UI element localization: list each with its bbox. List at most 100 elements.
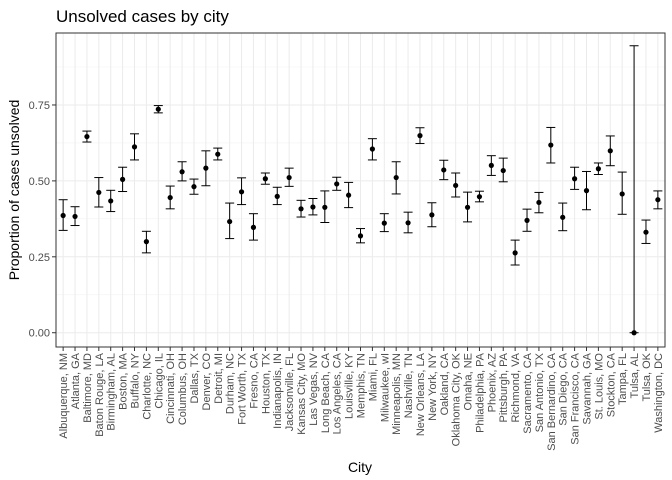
- x-tick-label: Las Vegas, NV: [308, 352, 320, 425]
- x-tick-label: Fresno, CA: [248, 352, 260, 408]
- y-tick-label: 0.00: [29, 328, 50, 340]
- data-point: [631, 330, 637, 336]
- x-tick-label: Tulsa, AL: [629, 353, 641, 398]
- x-tick-label: Omaha, NE: [463, 353, 475, 410]
- x-tick-label: Atlanta, GA: [70, 352, 82, 409]
- data-point: [464, 204, 471, 210]
- x-tick-label: San Bernardino, CA: [546, 352, 558, 450]
- x-tick-label: Cincinnati, OH: [165, 353, 177, 424]
- x-tick-label: Kansas City, MO: [296, 353, 308, 435]
- x-tick-label: Baltimore, MD: [82, 353, 94, 423]
- data-point: [572, 176, 578, 182]
- x-tick-label: New Orleans, LA: [415, 352, 427, 436]
- x-tick-label: Memphis, TN: [356, 353, 368, 418]
- data-point: [488, 162, 494, 169]
- data-point: [72, 213, 78, 220]
- data-point: [84, 133, 90, 140]
- data-point: [405, 220, 411, 226]
- data-point: [453, 182, 459, 189]
- x-tick-label: Houston, TX: [260, 352, 272, 414]
- data-point: [334, 181, 340, 187]
- data-point: [155, 106, 161, 112]
- data-point: [262, 176, 268, 182]
- x-tick-label: Columbus, OH: [177, 353, 189, 425]
- y-tick-label: 0.25: [29, 252, 50, 264]
- data-point: [655, 197, 661, 203]
- data-point: [548, 142, 554, 148]
- data-point: [417, 133, 423, 139]
- data-point: [357, 233, 364, 239]
- x-axis-title: City: [348, 459, 372, 475]
- data-point: [191, 184, 197, 190]
- x-tick-label: Sacramento, CA: [522, 352, 534, 433]
- x-tick-label: San Francisco, CA: [570, 352, 582, 444]
- x-tick-label: Baton Rouge, LA: [94, 352, 106, 436]
- x-tick-label: Richmond, VA: [510, 352, 522, 422]
- data-point: [346, 192, 352, 198]
- x-tick-label: Long Beach, CA: [320, 352, 332, 433]
- major-gridlines: [56, 33, 665, 347]
- data-point: [250, 224, 257, 230]
- x-tick-label: Phoenix, AZ: [486, 353, 498, 413]
- x-tick-label: St. Louis, MO: [593, 353, 605, 420]
- data-point: [238, 189, 245, 195]
- data-point: [322, 204, 328, 210]
- data-point: [167, 194, 173, 201]
- data-point: [595, 166, 601, 172]
- x-tick-label: Birmingham, AL: [106, 353, 118, 431]
- data-point: [429, 212, 435, 218]
- x-tick-label: Durham, NC: [225, 353, 237, 414]
- x-tick-label: Pittsburgh, PA: [498, 352, 510, 422]
- x-tick-label: Miami, FL: [367, 353, 379, 401]
- x-tick-label: Boston, MA: [118, 352, 130, 410]
- data-point: [203, 165, 209, 171]
- data-marks: [58, 45, 663, 336]
- y-axis: 0.00 0.25 0.50 0.75: [29, 100, 56, 340]
- x-tick-label: Jacksonville, FL: [284, 353, 296, 431]
- x-tick-label: Los Angeles, CA: [332, 352, 344, 434]
- data-point: [120, 176, 126, 182]
- x-tick-label: Oklahoma City, OK: [451, 352, 463, 446]
- data-point: [536, 199, 542, 206]
- data-point: [310, 204, 316, 210]
- x-tick-label: Stockton, CA: [605, 352, 617, 417]
- data-point: [476, 194, 483, 200]
- data-point: [108, 198, 114, 204]
- x-tick-label: San Antonio, TX: [534, 352, 546, 432]
- chart-title: Unsolved cases by city: [56, 7, 229, 26]
- x-tick-label: Dallas, TX: [189, 352, 201, 403]
- data-point: [274, 193, 280, 199]
- data-point: [524, 217, 530, 223]
- x-tick-label: Oakland, CA: [439, 352, 451, 415]
- y-tick-label: 0.50: [29, 176, 50, 188]
- x-tick-label: New York, NY: [427, 352, 439, 421]
- data-point: [381, 220, 387, 226]
- x-tick-label: Buffalo, NY: [130, 352, 142, 408]
- data-point: [500, 167, 506, 174]
- data-point: [619, 191, 625, 197]
- x-tick-label: Chicago, IL: [153, 353, 165, 409]
- x-tick-label: Louisville, KY: [344, 352, 356, 419]
- y-axis-title: Proportion of cases unsolved: [6, 100, 22, 281]
- data-point: [227, 218, 233, 225]
- x-tick-label: Fort Worth, TX: [237, 352, 249, 424]
- x-tick-label: Savannah, GA: [581, 352, 593, 424]
- data-point: [607, 148, 613, 154]
- x-tick-label: San Diego, CA: [558, 352, 570, 425]
- x-axis: Albuquerque, NM Atlanta, GA Baltimore, MD B…: [58, 347, 665, 451]
- x-tick-label: Milwaukee, wI: [379, 353, 391, 422]
- x-tick-label: Tulsa, OK: [641, 352, 653, 401]
- data-point: [286, 174, 292, 181]
- data-point: [369, 146, 375, 152]
- data-point: [583, 188, 590, 194]
- x-tick-label: Washington, DC: [653, 353, 665, 433]
- data-point: [560, 214, 566, 220]
- data-point: [179, 169, 185, 175]
- data-point: [441, 167, 447, 173]
- data-point: [393, 174, 399, 181]
- data-point: [96, 189, 102, 196]
- x-tick-label: Philadelphia, PA: [474, 352, 486, 433]
- x-tick-label: Tampa, FL: [617, 353, 629, 405]
- y-tick-label: 0.75: [29, 100, 50, 112]
